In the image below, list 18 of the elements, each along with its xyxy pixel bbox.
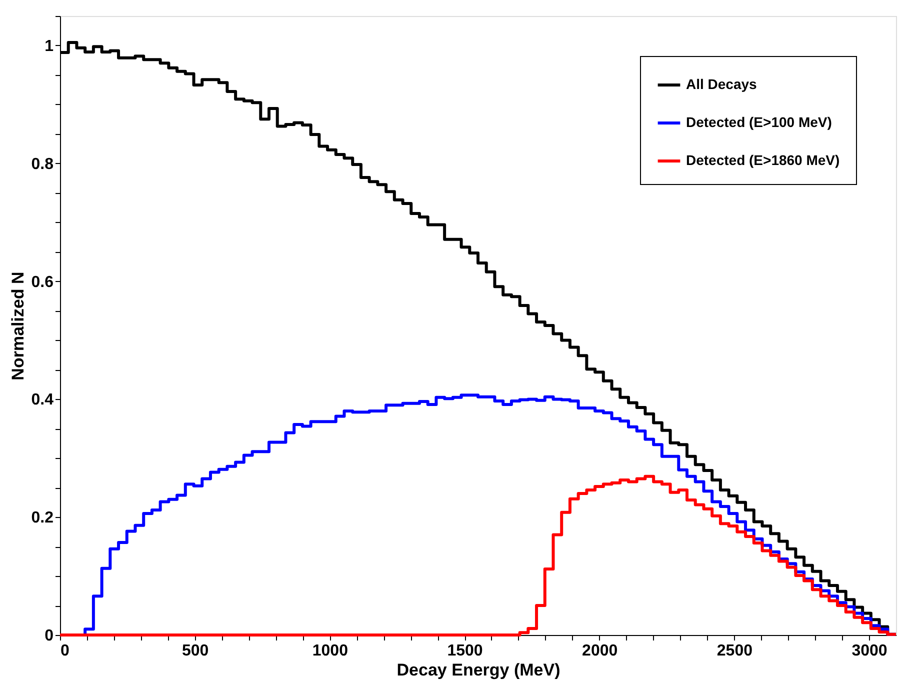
x-tick-label: 1500 bbox=[447, 642, 483, 660]
y-tick-label: 0.4 bbox=[31, 392, 54, 409]
y-tick-label: 0.2 bbox=[31, 510, 54, 527]
x-tick-label: 500 bbox=[182, 642, 209, 660]
x-axis-title: Decay Energy (MeV) bbox=[396, 660, 560, 680]
legend-label: All Decays bbox=[686, 76, 758, 92]
x-tick-label: 2500 bbox=[716, 642, 753, 660]
x-tick-label: 2000 bbox=[582, 642, 618, 660]
legend-label: Detected (E>100 MeV) bbox=[686, 114, 832, 130]
y-axis-title: Normalized N bbox=[8, 272, 28, 380]
x-tick-label: 1000 bbox=[312, 642, 348, 660]
y-tick-label: 0 bbox=[44, 628, 54, 644]
y-tick-label: 0.8 bbox=[31, 156, 54, 173]
y-tick-label: 0.6 bbox=[31, 274, 54, 291]
y-tick-label: 1 bbox=[44, 38, 54, 55]
x-tick-label: 0 bbox=[60, 642, 70, 660]
x-tick-label: 3000 bbox=[852, 642, 888, 660]
legend-label: Detected (E>1860 MeV) bbox=[686, 152, 840, 168]
